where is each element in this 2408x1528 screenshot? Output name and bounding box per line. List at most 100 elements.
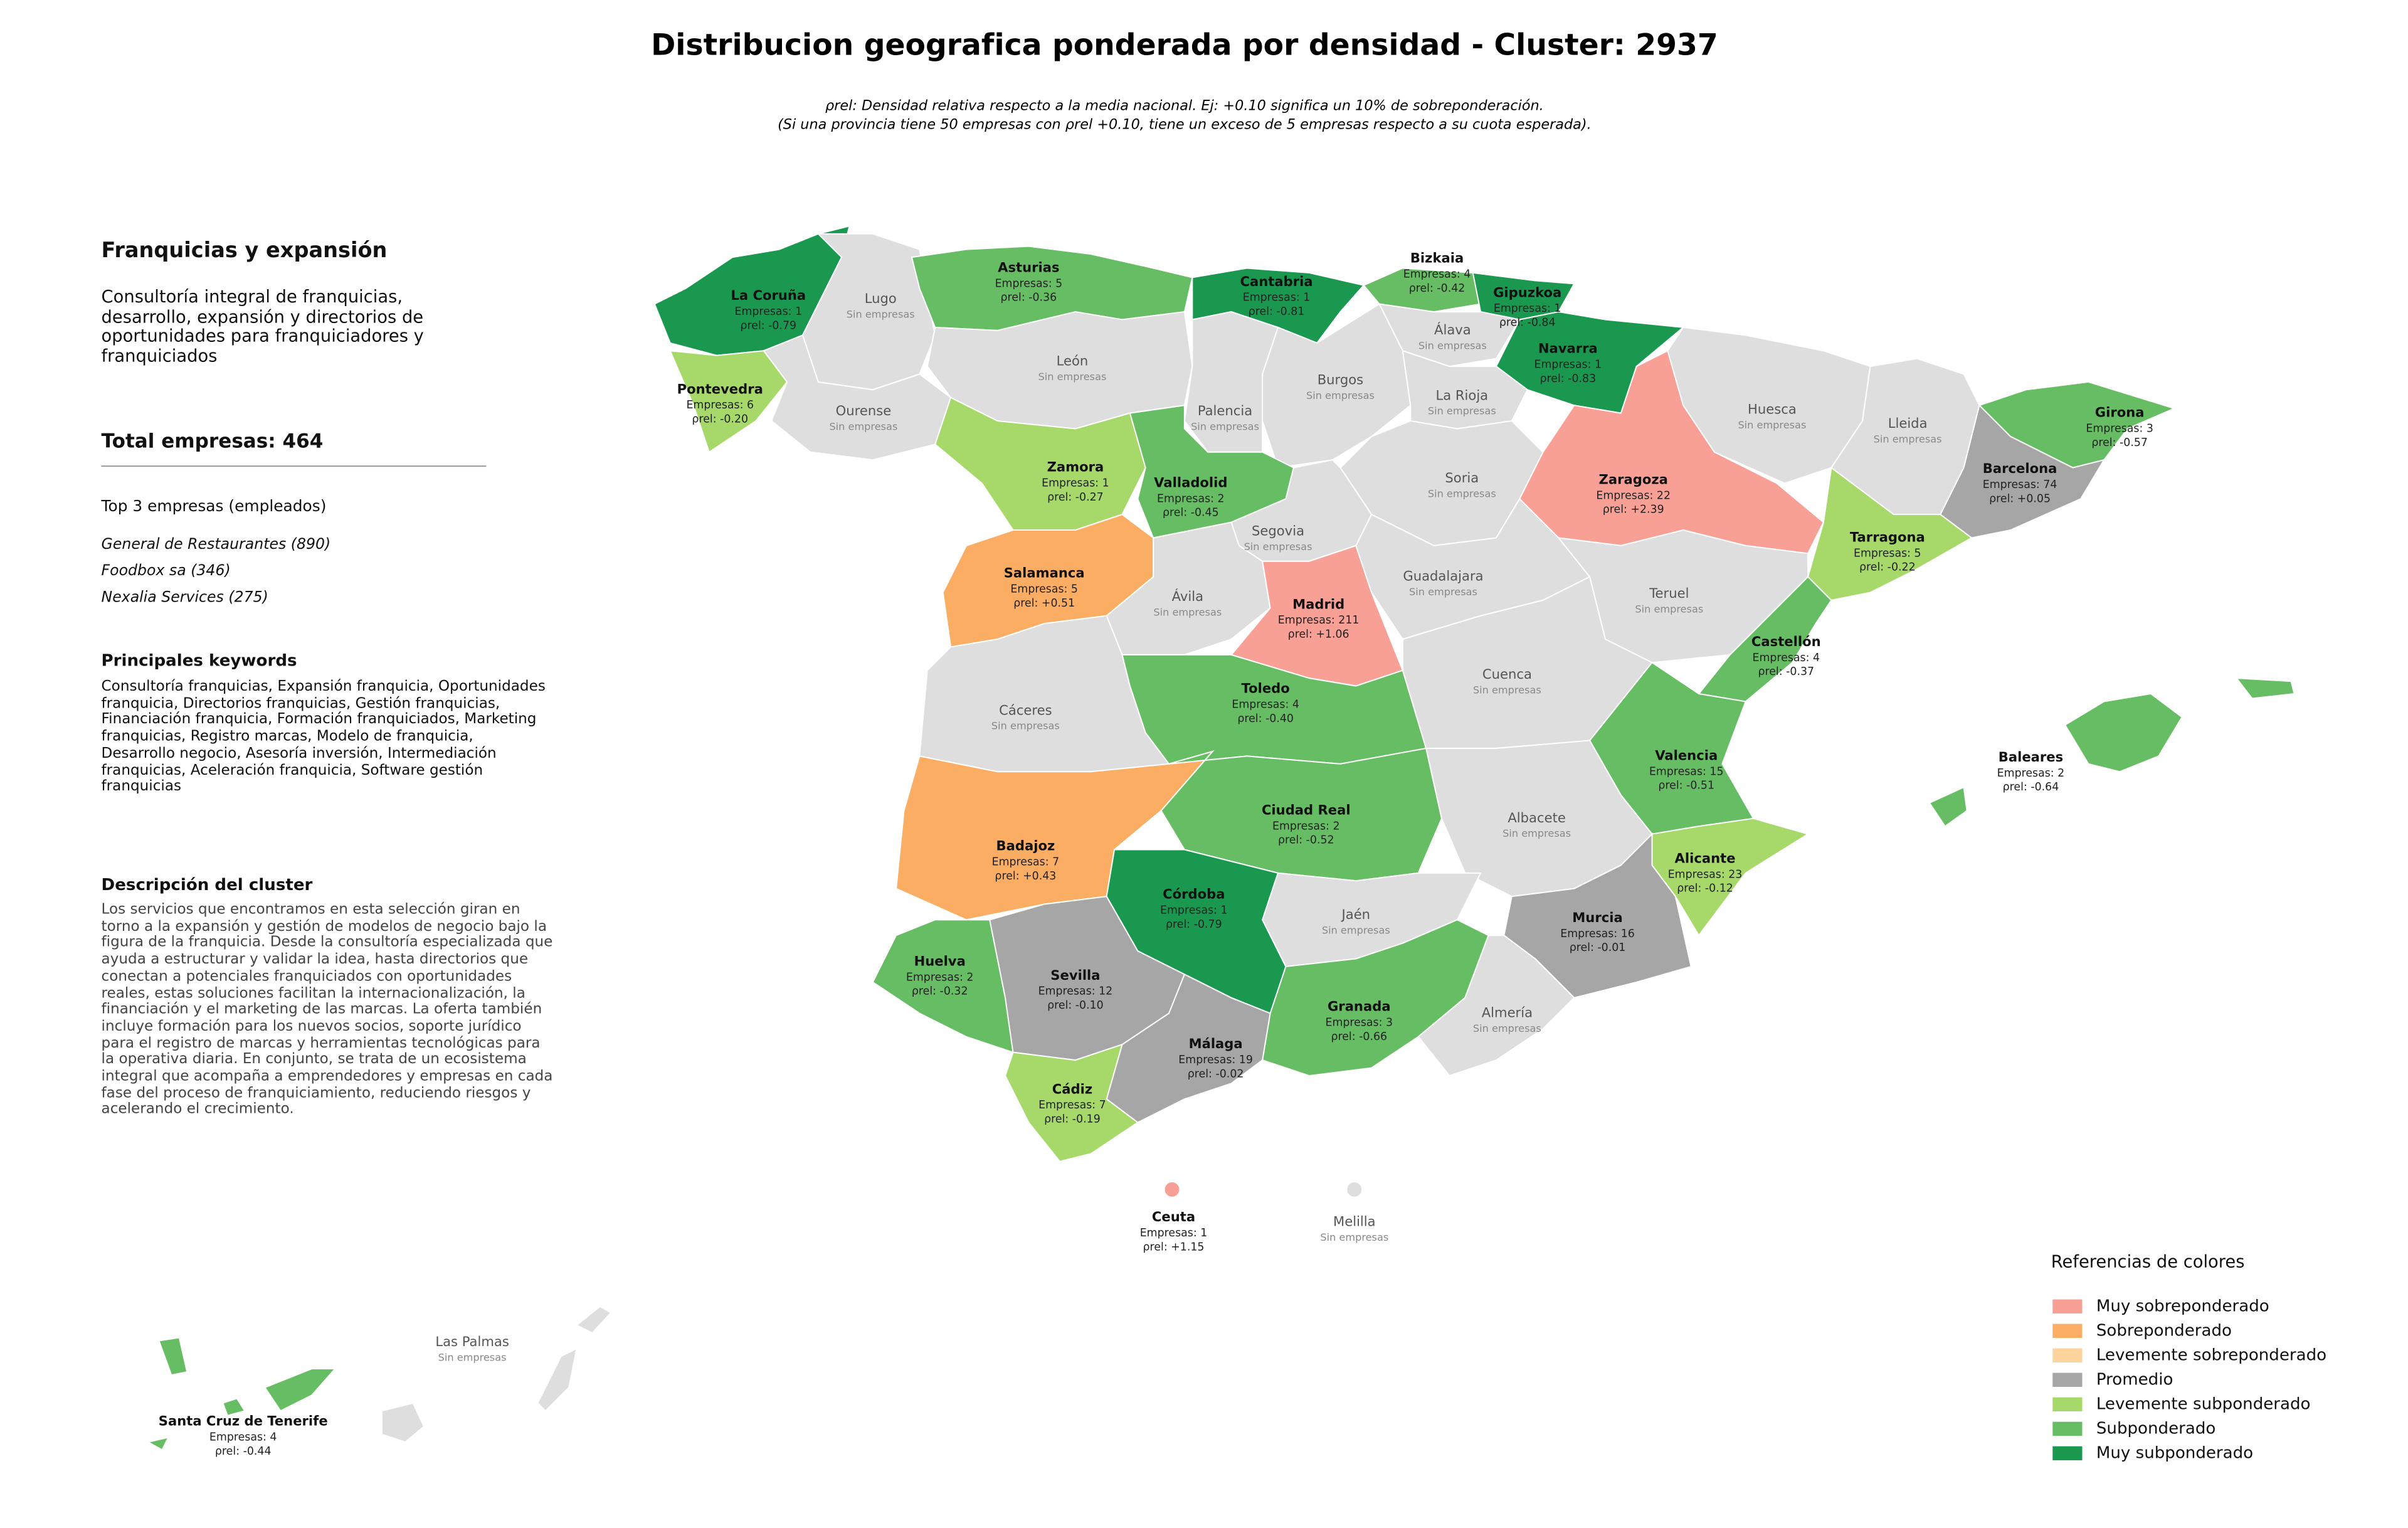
province-shape: [381, 1402, 425, 1443]
province-note: Sin empresas: [1635, 603, 1703, 615]
province-rho: ρrel: +1.15: [1143, 1241, 1205, 1253]
province-rho: ρrel: -0.32: [912, 985, 968, 998]
province-count: Empresas: 4: [1403, 268, 1471, 280]
province-count: Empresas: 1: [1042, 477, 1109, 489]
panel-heading: Franquicias y expansión: [101, 238, 388, 264]
province-note: Sin empresas: [1428, 487, 1496, 499]
province-name: Álava: [1434, 322, 1471, 337]
province-name: Teruel: [1649, 585, 1689, 601]
province-shape: [264, 1368, 337, 1412]
province-name: Bizkaia: [1410, 250, 1464, 266]
province-name: Granada: [1328, 999, 1391, 1014]
province-rho: ρrel: -0.81: [1249, 305, 1305, 318]
province-name: Burgos: [1318, 371, 1363, 387]
province-name: Ceuta: [1152, 1209, 1195, 1224]
province-rho: ρrel: +2.39: [1603, 504, 1664, 516]
province-name: Guadalajara: [1403, 568, 1483, 584]
province-name: Lleida: [1888, 415, 1928, 431]
total: Total empresas: 464: [101, 428, 324, 452]
province-name: Córdoba: [1163, 886, 1225, 902]
legend-label: Levemente sobreponderado: [2096, 1345, 2326, 1364]
province-count: Empresas: 7: [992, 856, 1060, 868]
province-shape: [146, 1436, 170, 1451]
top-item: Foodbox sa (346): [101, 563, 231, 580]
province-name: Palencia: [1198, 403, 1252, 418]
province-name: Barcelona: [1983, 460, 2057, 476]
legend-label: Levemente subponderado: [2096, 1394, 2311, 1413]
province-shape: [1005, 1043, 1139, 1162]
provinces: [146, 225, 2295, 1451]
province-shape: [1807, 466, 1973, 601]
province-note: Sin empresas: [1153, 606, 1222, 618]
top-heading: Top 3 empresas (empleados): [101, 499, 327, 516]
province-note: Sin empresas: [1320, 1231, 1388, 1243]
province-shape: [669, 350, 788, 454]
province-name: Cuenca: [1482, 666, 1532, 682]
province-note: Sin empresas: [438, 1351, 507, 1363]
province-name: Segovia: [1252, 523, 1304, 539]
province-rho: ρrel: -0.40: [1237, 713, 1294, 725]
province-rho: ρrel: -0.79: [740, 319, 796, 332]
keywords: Consultoría franquicias, Expansión franq…: [101, 678, 546, 796]
province-count: Empresas: 7: [1038, 1099, 1106, 1112]
cluster-heading: Descripción del cluster: [101, 876, 313, 895]
province-shape: [537, 1347, 578, 1412]
province-note: Sin empresas: [1874, 433, 1942, 445]
province-name: Ourense: [836, 403, 892, 418]
province-note: Sin empresas: [1738, 419, 1806, 431]
province-count: Empresas: 4: [1752, 652, 1820, 664]
legend-swatch: [2052, 1324, 2083, 1338]
legend-swatch: [2052, 1397, 2083, 1412]
province-rho: ρrel: -0.12: [1677, 883, 1733, 895]
province-name: Navarra: [1538, 341, 1598, 356]
province-name: Gipuzkoa: [1493, 284, 1561, 300]
province-count: Empresas: 4: [209, 1431, 277, 1444]
province-note: Sin empresas: [991, 720, 1060, 732]
province-name: Girona: [2095, 405, 2145, 420]
province-note: Sin empresas: [1428, 405, 1496, 417]
province-note: Sin empresas: [1418, 339, 1487, 351]
province-shape: [2064, 692, 2183, 773]
legend-label: Muy subponderado: [2096, 1443, 2253, 1462]
legend-label: Sobreponderado: [2096, 1321, 2232, 1340]
legend-label: Promedio: [2096, 1370, 2173, 1389]
province-count: Empresas: 2: [906, 971, 974, 984]
province-name: Sevilla: [1050, 967, 1100, 983]
province-name: Ávila: [1172, 588, 1203, 604]
province-note: Sin empresas: [1038, 371, 1106, 383]
province-shape: [1106, 521, 1271, 655]
province-rho: ρrel: -0.79: [1166, 918, 1222, 931]
province-name: Asturias: [998, 259, 1059, 275]
province-shape: [1346, 1180, 1363, 1198]
province-count: Empresas: 15: [1649, 765, 1724, 778]
province-rho: ρrel: -0.10: [1047, 999, 1104, 1012]
province-count: Empresas: 2: [1157, 492, 1225, 505]
legend-swatch: [2052, 1299, 2083, 1313]
province-count: Empresas: 12: [1038, 985, 1113, 998]
province-shape: [1106, 974, 1271, 1123]
province-count: Empresas: 19: [1178, 1054, 1253, 1066]
province-count: Empresas: 5: [1010, 583, 1078, 595]
legend-swatch: [2052, 1421, 2083, 1436]
province-count: Empresas: 2: [1272, 820, 1340, 832]
province-rho: ρrel: +1.06: [1288, 629, 1349, 641]
province-note: Sin empresas: [1473, 1022, 1541, 1034]
province-count: Empresas: 211: [1278, 614, 1360, 627]
province-name: Cáceres: [999, 702, 1052, 718]
province-note: Sin empresas: [847, 309, 915, 321]
province-count: Empresas: 23: [1668, 868, 1743, 881]
province-rho: ρrel: -0.45: [1163, 507, 1219, 519]
province-rho: ρrel: -0.22: [1859, 561, 1916, 574]
keywords-heading: Principales keywords: [101, 651, 297, 671]
province-count: Empresas: 1: [1160, 904, 1228, 916]
province-name: Badajoz: [996, 838, 1055, 854]
top-item: General de Restaurantes (890): [101, 536, 331, 554]
province-name: Lugo: [865, 290, 897, 306]
province-count: Empresas: 4: [1232, 698, 1299, 711]
province-rho: ρrel: -0.57: [2091, 437, 2148, 449]
province-name: Málaga: [1189, 1036, 1243, 1051]
cluster-text: Los servicios que encontramos en esta se…: [101, 901, 553, 1119]
